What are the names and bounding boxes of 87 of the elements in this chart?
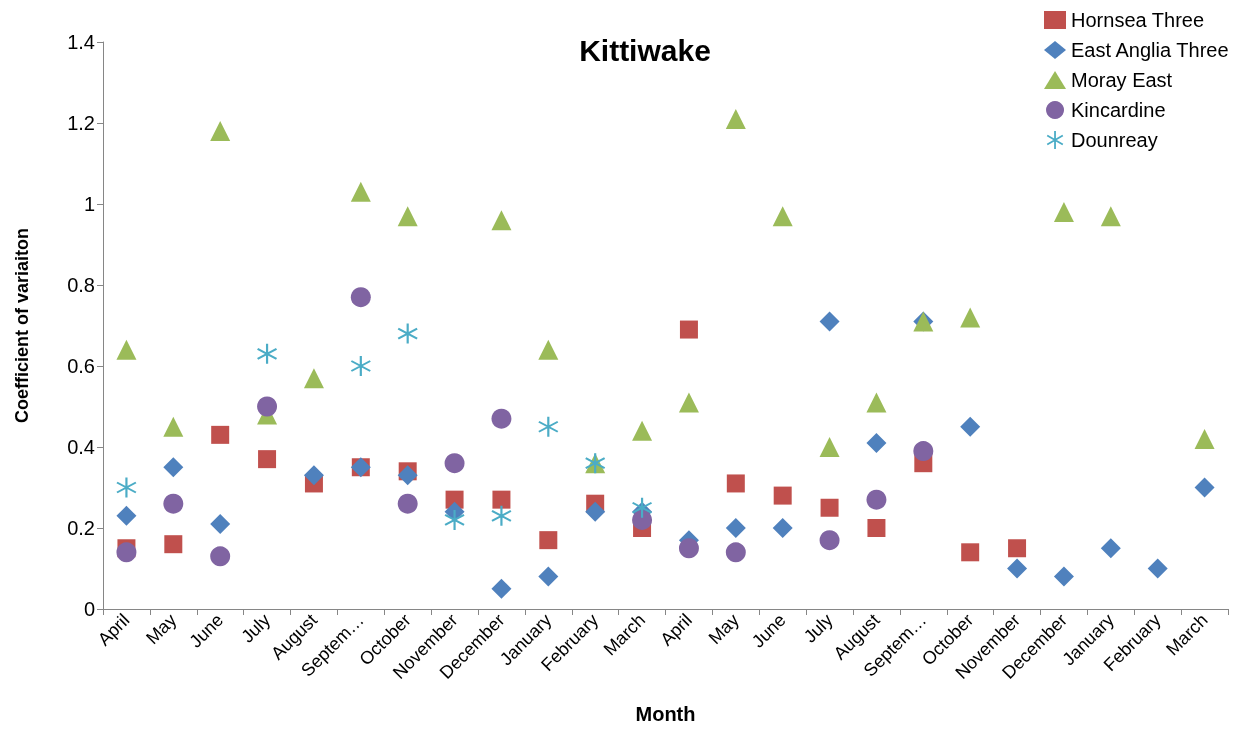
point: [679, 320, 698, 339]
point: [258, 450, 277, 469]
point: [210, 513, 231, 534]
point: [350, 181, 371, 202]
legend-label: Moray East: [1071, 69, 1173, 91]
point: [350, 287, 371, 308]
point: [773, 486, 792, 505]
legend-label: East Anglia Three: [1071, 39, 1229, 61]
point: [1053, 202, 1074, 223]
point: [585, 501, 606, 522]
point: [1194, 428, 1215, 449]
y-tick-label: 0.4: [67, 436, 95, 458]
point: [725, 518, 746, 538]
point: [538, 416, 559, 437]
point: [210, 121, 231, 142]
x-tick-label: July: [799, 609, 837, 647]
point: [538, 566, 559, 587]
point: [725, 108, 746, 129]
x-tick-label: July: [237, 609, 275, 647]
point: [491, 578, 512, 599]
point: [725, 542, 746, 563]
y-tick-label: 0.2: [67, 517, 95, 539]
point: [1008, 539, 1027, 558]
point: [116, 505, 137, 526]
point: [491, 408, 512, 429]
point: [397, 206, 418, 227]
point: [444, 509, 465, 530]
y-tick-label: 0.8: [67, 274, 95, 296]
point: [163, 416, 184, 437]
point: [350, 356, 371, 376]
point: [444, 453, 465, 474]
y-tick-label: 0.6: [67, 355, 95, 377]
point: [866, 489, 887, 510]
point: [819, 437, 840, 457]
x-tick-label: May: [142, 609, 181, 649]
point: [867, 519, 886, 537]
point: [726, 474, 745, 493]
point: [678, 538, 699, 559]
point: [960, 307, 981, 328]
point: [1007, 558, 1028, 579]
point: [678, 392, 699, 413]
point: [491, 210, 512, 231]
point: [1053, 566, 1074, 587]
y-tick-label: 1.4: [67, 31, 95, 53]
point: [116, 339, 137, 360]
point: [492, 490, 511, 509]
chart-title: Kittiwake: [579, 33, 711, 67]
x-tick-label: May: [704, 609, 743, 649]
point: [257, 396, 278, 417]
point: [397, 465, 418, 486]
point: [538, 339, 559, 360]
point: [1100, 538, 1121, 559]
point: [116, 477, 137, 498]
point: [913, 441, 934, 462]
point: [632, 509, 653, 530]
y-axis-title: Coefficient of variaiton: [12, 227, 32, 424]
point: [116, 542, 137, 563]
point: [1194, 477, 1215, 498]
point: [961, 543, 980, 562]
legend-label: Hornsea Three: [1071, 9, 1205, 31]
point: [164, 535, 183, 554]
point: [539, 531, 558, 550]
point: [211, 425, 230, 444]
point: [1100, 206, 1121, 227]
point: [491, 505, 512, 526]
point: [820, 498, 839, 517]
x-axis-title: Month: [635, 703, 696, 725]
legend-label: Dounreay: [1071, 129, 1158, 151]
point: [866, 432, 887, 453]
point: [772, 518, 793, 538]
point: [303, 465, 324, 486]
point: [866, 392, 887, 413]
point: [960, 416, 981, 437]
y-tick-label: 1: [83, 193, 95, 215]
y-tick-label: 0: [83, 598, 95, 620]
legend-label: Kincardine: [1071, 99, 1166, 121]
point: [1147, 558, 1168, 579]
point: [632, 420, 653, 441]
point: [397, 493, 418, 514]
point: [772, 206, 793, 227]
point: [163, 457, 184, 478]
point: [303, 368, 324, 389]
point: [210, 546, 231, 567]
point: [819, 530, 840, 551]
point: [819, 311, 840, 332]
y-tick-label: 1.2: [67, 112, 95, 134]
point: [163, 493, 184, 514]
